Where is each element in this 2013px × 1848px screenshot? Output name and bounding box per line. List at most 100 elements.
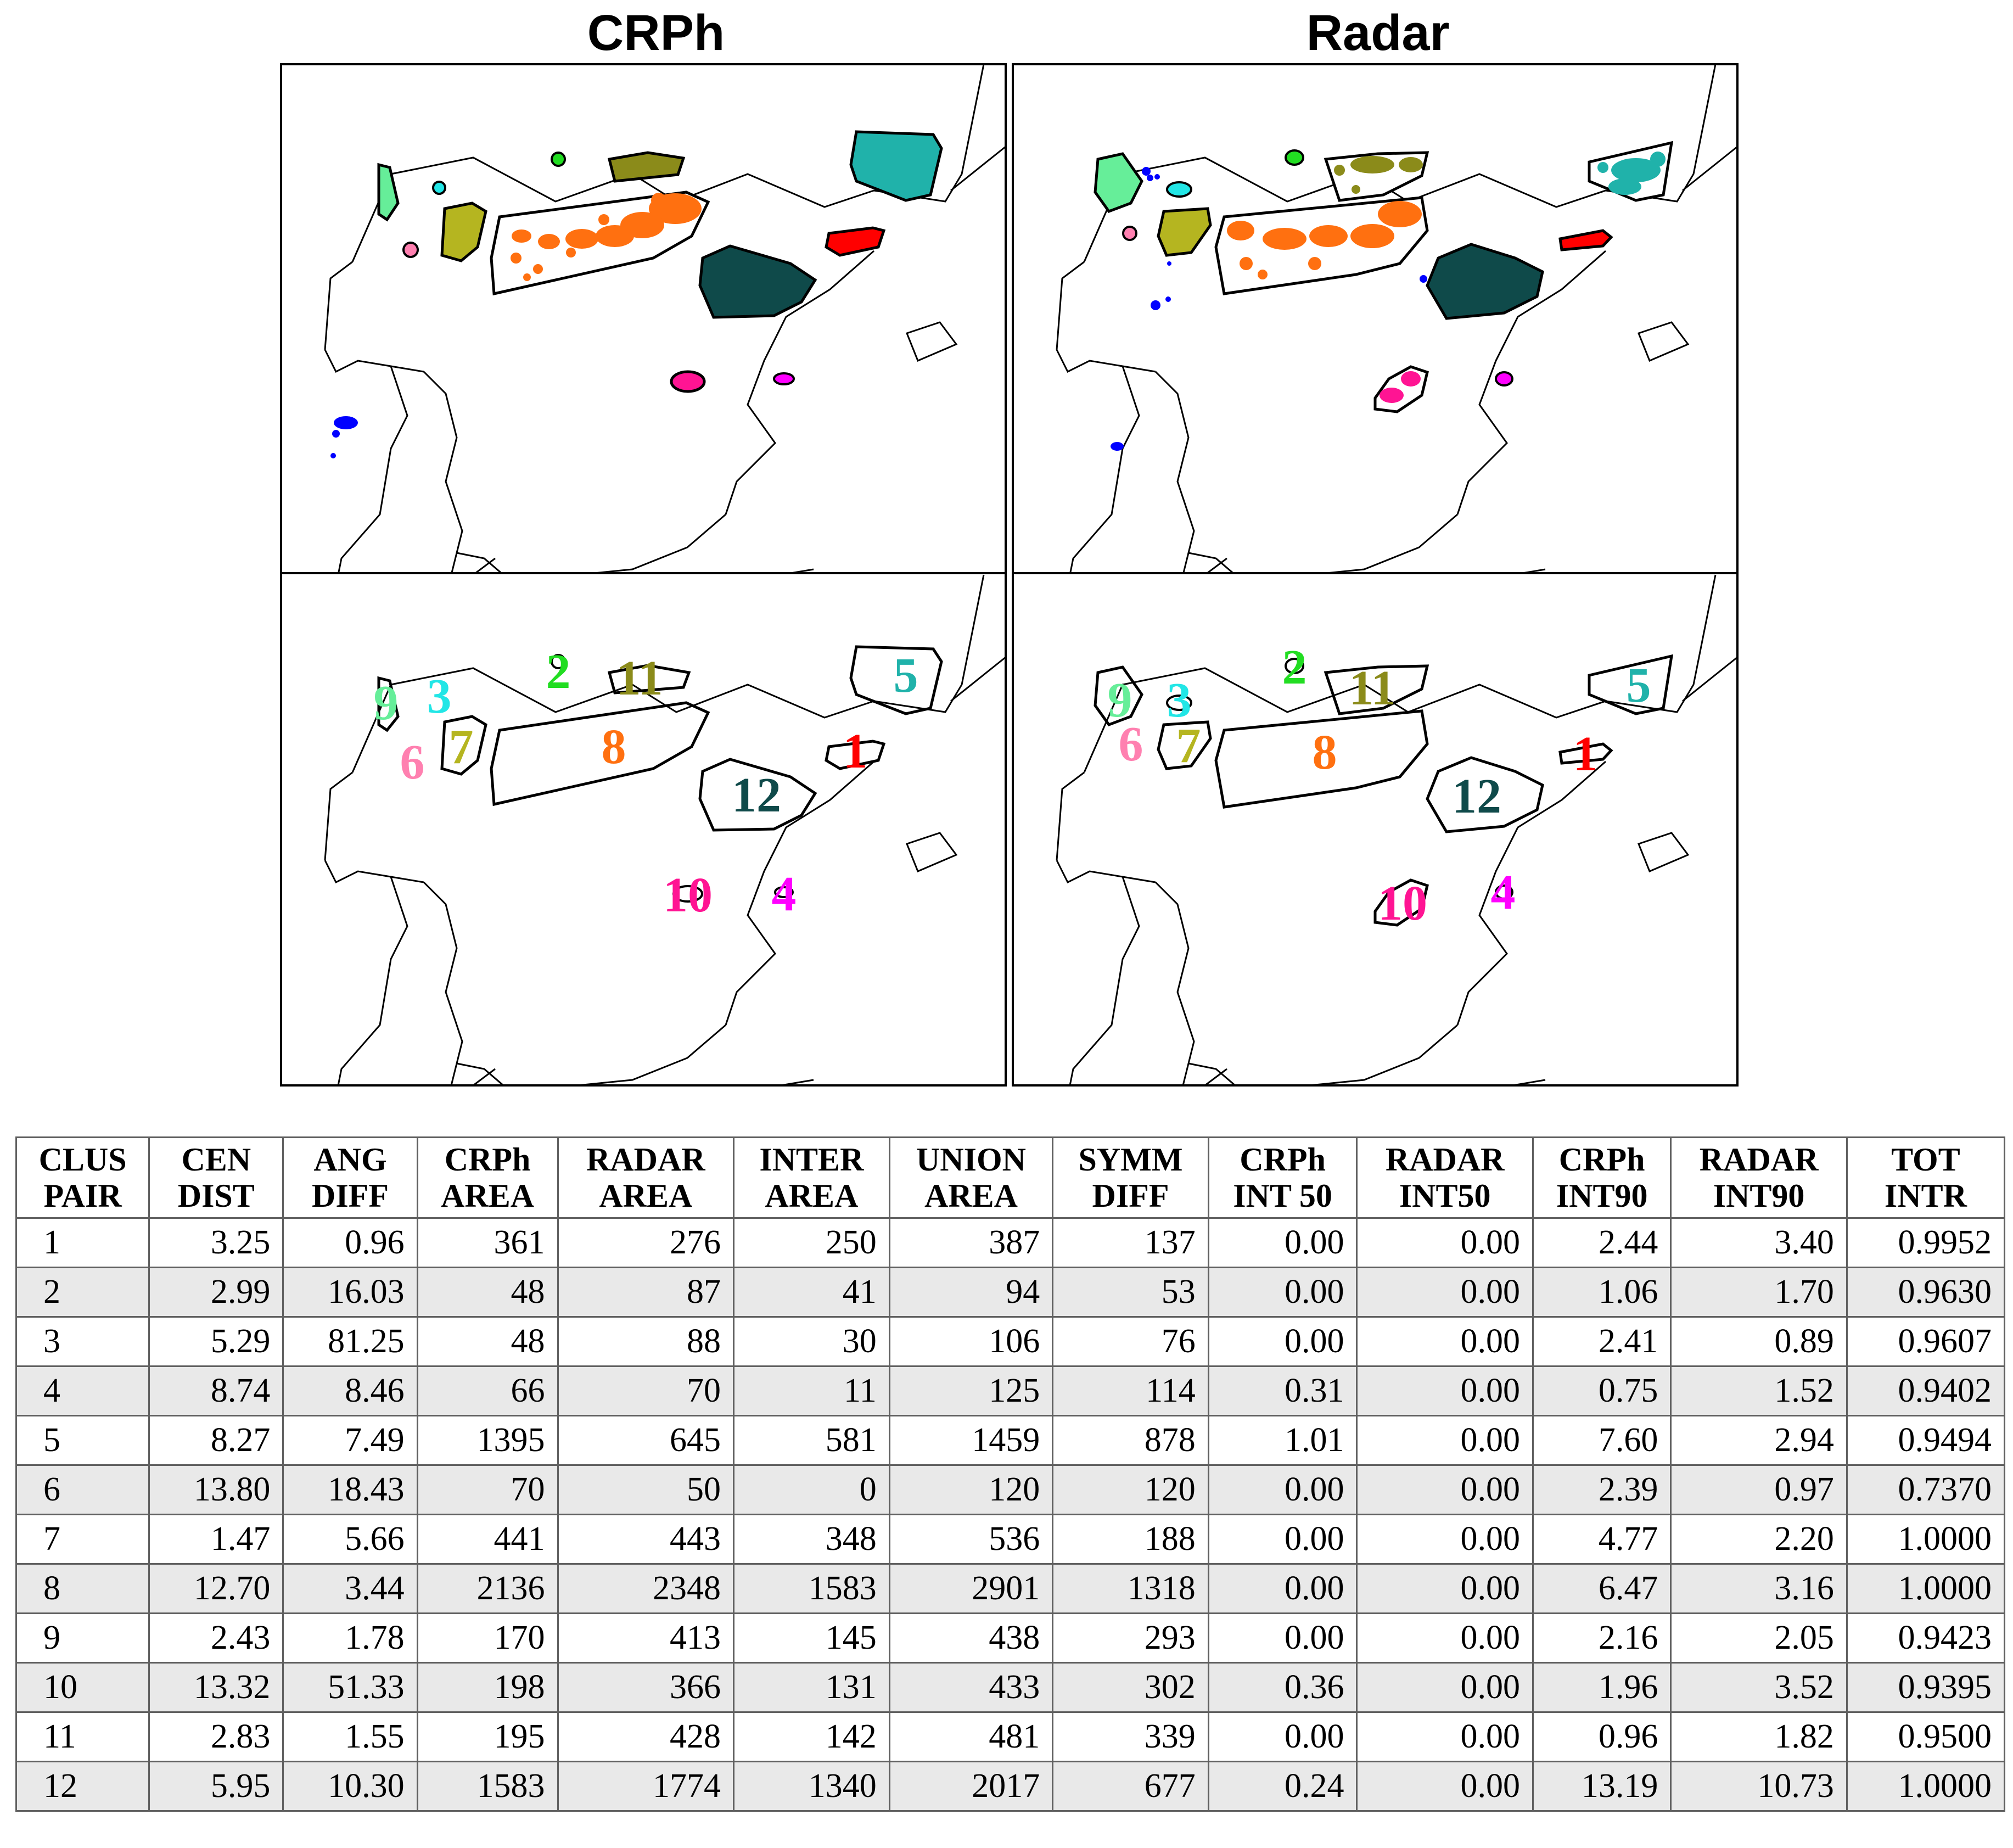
table-row: 9 2.43 1.78 170 413 145 438 293 0.00 0.00 2.16 2.05… [15,1612,2006,1664]
table-cell: 2.44 [1532,1217,1672,1268]
table-row: 4 8.74 8.46 66 70 11 125 114 0.31 0.00 0.75 1.52 0.9… [15,1365,2006,1416]
table-cell: 10 [15,1662,150,1713]
radar-cluster-7 [1157,207,1212,257]
table-cell: 10.30 [282,1761,418,1812]
table-cell: 339 [1052,1711,1209,1762]
table-cell: 3.25 [148,1217,284,1268]
crph-label-1: 1 [843,724,868,779]
radar-label-1: 1 [1573,727,1598,781]
crph-cluster-12 [698,244,817,319]
table-cell: 137 [1052,1217,1209,1268]
table-cell: 9 [15,1612,150,1664]
col-header: TOT INTR [1846,1136,2006,1219]
table-cell: 30 [733,1316,890,1367]
crph-cluster-7 [440,201,487,262]
radar-extra-cells [1111,167,1427,451]
table-cell: 1459 [888,1415,1054,1466]
radar-cluster-10-cells [1380,371,1421,403]
table-cell: 5.66 [282,1514,418,1565]
crph-cluster-6 [402,242,419,258]
crph-label-2: 2 [546,645,571,699]
table-cell: 70 [416,1464,559,1515]
table-cell: 0.9952 [1846,1217,2006,1268]
table-cell: 276 [557,1217,735,1268]
table-cell: 3.16 [1670,1563,1848,1614]
table-row: 8 12.70 3.44 2136 2348 1583 2901 1318 0.00 0.00 6.… [15,1563,2006,1614]
table-cell: 8.74 [148,1365,284,1416]
table-cell: 1583 [733,1563,890,1614]
crph-label-11: 11 [616,651,663,705]
table-cell: 76 [1052,1316,1209,1367]
table-cell: 66 [416,1365,559,1416]
col-header: SYMM DIFF [1052,1136,1209,1219]
radar-cluster-5-cells [1597,152,1666,195]
table-cell: 366 [557,1662,735,1713]
table-cell: 878 [1052,1415,1209,1466]
radar-label-2: 2 [1282,640,1307,695]
table-cell: 0.00 [1207,1217,1358,1268]
table-cell: 51.33 [282,1662,418,1713]
col-header: CLUS PAIR [15,1136,150,1219]
radar-cluster-11-cells [1334,156,1423,194]
crph-cluster-4 [773,372,795,385]
table-cell: 1340 [733,1761,890,1812]
table-cell: 443 [557,1514,735,1565]
crph-cluster-8-cells [511,193,702,281]
table-cell: 6 [15,1464,150,1515]
table-row: 12 5.95 10.30 1583 1774 1340 2017 677 0.24 0.00 13… [15,1761,2006,1812]
table-cell: 1.01 [1207,1415,1358,1466]
crph-cluster-10 [670,370,706,393]
table-cell: 0.9423 [1846,1612,2006,1664]
table-cell: 1318 [1052,1563,1209,1614]
radar-label-8: 8 [1313,725,1337,780]
table-cell: 645 [557,1415,735,1466]
table-cell: 114 [1052,1365,1209,1416]
table-cell: 0.9607 [1846,1316,2006,1367]
table-cell: 5 [15,1415,150,1466]
table-cell: 413 [557,1612,735,1664]
table-cell: 6.47 [1532,1563,1672,1614]
table-cell: 0.00 [1207,1316,1358,1367]
table-cell: 8.46 [282,1365,418,1416]
crph-cluster-3 [432,181,446,195]
table-row: 2 2.99 16.03 48 87 41 94 53 0.00 0.00 1.06 1.70 0.96… [15,1267,2006,1318]
table-cell: 0.7370 [1846,1464,2006,1515]
table-cell: 2.20 [1670,1514,1848,1565]
table-cell: 12 [15,1761,150,1812]
col-header: UNION AREA [888,1136,1054,1219]
table-cell: 0.36 [1207,1662,1358,1713]
crph-cluster-11 [607,151,686,183]
table-cell: 12.70 [148,1563,284,1614]
radar-cluster-4 [1495,371,1513,387]
table-row: 11 2.83 1.55 195 428 142 481 339 0.00 0.00 0.96 1.8… [15,1711,2006,1762]
table-cell: 53 [1052,1267,1209,1318]
table-cell: 0.00 [1356,1415,1534,1466]
col-header: INTER AREA [733,1136,890,1219]
radar-label-7: 7 [1176,719,1201,773]
table-cell: 18.43 [282,1464,418,1515]
table-cell: 188 [1052,1514,1209,1565]
crph-label-12: 12 [732,768,781,822]
table-cell: 0.9402 [1846,1365,2006,1416]
table-cell: 7 [15,1514,150,1565]
radar-label-12: 12 [1452,769,1501,824]
crph-label-3: 3 [427,669,452,724]
table-cell: 0.9494 [1846,1415,2006,1466]
table-cell: 11 [733,1365,890,1416]
crph-label-6: 6 [400,735,425,789]
table-cell: 438 [888,1612,1054,1664]
table-cell: 120 [888,1464,1054,1515]
table-cell: 1.47 [148,1514,284,1565]
crph-label-9: 9 [374,676,399,730]
crph-cluster-9 [377,163,400,222]
table-cell: 250 [733,1217,890,1268]
table-cell: 5.95 [148,1761,284,1812]
table-cell: 70 [557,1365,735,1416]
crph-cluster-5 [849,130,943,202]
table-cell: 0.97 [1670,1464,1848,1515]
col-header: RADAR INT90 [1670,1136,1848,1219]
table-cell: 106 [888,1316,1054,1367]
table-cell: 1.0000 [1846,1563,2006,1614]
table-cell: 11 [15,1711,150,1762]
radar-label-3: 3 [1167,673,1192,727]
